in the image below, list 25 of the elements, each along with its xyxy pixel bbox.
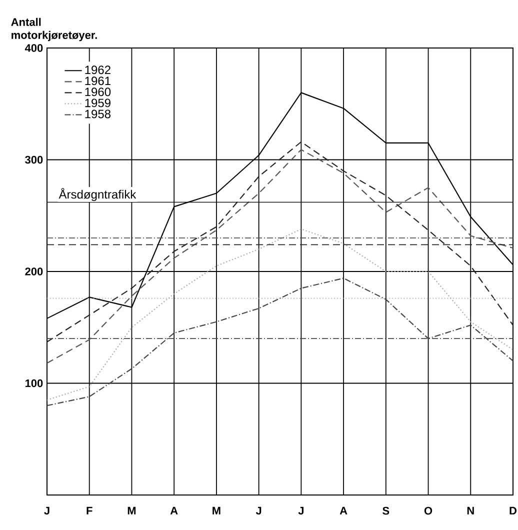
legend-label: 1960 [85,88,111,96]
x-tick-label: S [382,506,390,515]
y-tick-label: 300 [25,156,43,164]
x-tick-label: M [212,506,220,514]
line-series [47,278,513,406]
y-tick-label: 400 [24,44,43,52]
line-series [47,228,513,401]
x-tick-label: A [170,506,178,514]
x-tick-label: J [44,506,50,515]
legend-label: 1959 [85,98,110,108]
x-tick-label: J [256,506,262,515]
x-tick-label: F [86,506,92,514]
x-tick-label: A [340,506,348,514]
x-tick-label: D [510,506,517,514]
y-tick-label: 100 [25,379,43,388]
legend-label: 1958 [85,110,111,118]
legend-label: 1961 [85,76,110,86]
x-tick-label: J [298,506,304,515]
y-tick-label: 200 [25,268,43,276]
x-tick-label: N [467,506,474,514]
legend-label: 1962 [85,66,110,74]
ref-line-label: Årsdøgntrafikk [58,188,136,202]
y-axis-title: Antall motorkjøretøyer. [11,18,97,42]
x-tick-label: M [128,506,136,514]
x-tick-label: O [424,506,432,515]
